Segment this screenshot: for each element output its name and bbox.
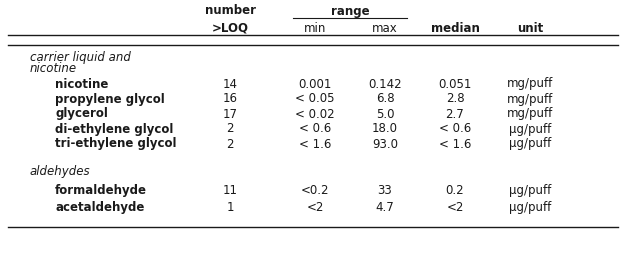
Text: 93.0: 93.0 bbox=[372, 137, 398, 150]
Text: glycerol: glycerol bbox=[55, 107, 108, 120]
Text: mg/puff: mg/puff bbox=[507, 107, 553, 120]
Text: mg/puff: mg/puff bbox=[507, 77, 553, 90]
Text: 2.7: 2.7 bbox=[446, 107, 464, 120]
Text: μg/puff: μg/puff bbox=[509, 137, 551, 150]
Text: nicotine: nicotine bbox=[55, 77, 108, 90]
Text: range: range bbox=[331, 5, 369, 18]
Text: < 0.6: < 0.6 bbox=[299, 122, 331, 135]
Text: aldehydes: aldehydes bbox=[30, 165, 91, 178]
Text: < 1.6: < 1.6 bbox=[299, 137, 331, 150]
Text: 2: 2 bbox=[226, 122, 233, 135]
Text: < 1.6: < 1.6 bbox=[439, 137, 471, 150]
Text: 0.051: 0.051 bbox=[438, 77, 471, 90]
Text: 0.142: 0.142 bbox=[368, 77, 402, 90]
Text: propylene glycol: propylene glycol bbox=[55, 92, 165, 105]
Text: di-ethylene glycol: di-ethylene glycol bbox=[55, 122, 173, 135]
Text: min: min bbox=[304, 21, 326, 34]
Text: μg/puff: μg/puff bbox=[509, 201, 551, 214]
Text: 4.7: 4.7 bbox=[376, 201, 394, 214]
Text: 14: 14 bbox=[222, 77, 237, 90]
Text: >LOQ: >LOQ bbox=[212, 21, 249, 34]
Text: tri-ethylene glycol: tri-ethylene glycol bbox=[55, 137, 177, 150]
Text: μg/puff: μg/puff bbox=[509, 122, 551, 135]
Text: 2.8: 2.8 bbox=[446, 92, 464, 105]
Text: 0.2: 0.2 bbox=[446, 184, 464, 197]
Text: 5.0: 5.0 bbox=[376, 107, 394, 120]
Text: 2: 2 bbox=[226, 137, 233, 150]
Text: <2: <2 bbox=[446, 201, 464, 214]
Text: carrier liquid and: carrier liquid and bbox=[30, 50, 131, 63]
Text: < 0.6: < 0.6 bbox=[439, 122, 471, 135]
Text: median: median bbox=[431, 21, 480, 34]
Text: 1: 1 bbox=[226, 201, 233, 214]
Text: 11: 11 bbox=[222, 184, 237, 197]
Text: 16: 16 bbox=[222, 92, 237, 105]
Text: 18.0: 18.0 bbox=[372, 122, 398, 135]
Text: mg/puff: mg/puff bbox=[507, 92, 553, 105]
Text: 6.8: 6.8 bbox=[376, 92, 394, 105]
Text: 17: 17 bbox=[222, 107, 237, 120]
Text: unit: unit bbox=[517, 21, 543, 34]
Text: <2: <2 bbox=[306, 201, 324, 214]
Text: <0.2: <0.2 bbox=[300, 184, 329, 197]
Text: μg/puff: μg/puff bbox=[509, 184, 551, 197]
Text: formaldehyde: formaldehyde bbox=[55, 184, 147, 197]
Text: acetaldehyde: acetaldehyde bbox=[55, 201, 145, 214]
Text: < 0.05: < 0.05 bbox=[295, 92, 335, 105]
Text: 0.001: 0.001 bbox=[299, 77, 332, 90]
Text: nicotine: nicotine bbox=[30, 62, 77, 75]
Text: number: number bbox=[205, 5, 255, 18]
Text: < 0.02: < 0.02 bbox=[295, 107, 335, 120]
Text: 33: 33 bbox=[377, 184, 393, 197]
Text: max: max bbox=[372, 21, 398, 34]
